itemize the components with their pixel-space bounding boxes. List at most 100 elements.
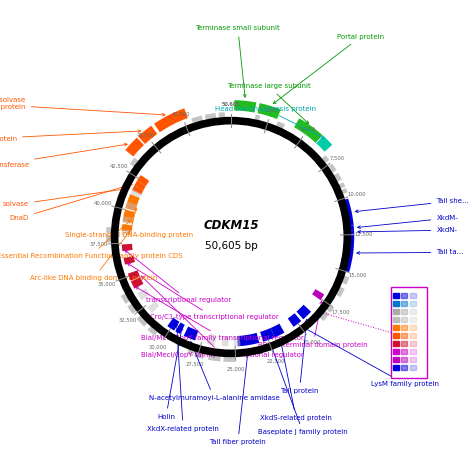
Text: 2,500: 2,500 (264, 108, 279, 113)
Text: Tail ta…: Tail ta… (357, 249, 464, 255)
Wedge shape (130, 189, 142, 198)
Text: Terminase large subunit: Terminase large subunit (227, 83, 310, 124)
Text: BlaI/MecI/CopY family transcriptional regulator: BlaI/MecI/CopY family transcriptional re… (141, 276, 304, 358)
Wedge shape (127, 301, 141, 314)
Wedge shape (329, 173, 342, 184)
Wedge shape (135, 181, 146, 190)
Bar (393, 292, 399, 298)
Wedge shape (294, 118, 323, 143)
Bar (393, 349, 399, 354)
Text: 37,500: 37,500 (90, 242, 108, 247)
Text: 45,000: 45,000 (137, 133, 155, 138)
Wedge shape (274, 121, 285, 134)
Bar (410, 333, 416, 338)
Bar (410, 357, 416, 362)
Wedge shape (137, 288, 150, 300)
Text: transcriptional regulator: transcriptional regulator (125, 250, 231, 303)
Wedge shape (121, 229, 132, 235)
Text: 15,000: 15,000 (349, 273, 367, 278)
Text: 12,500: 12,500 (355, 232, 373, 237)
Text: XkdN-: XkdN- (358, 227, 457, 233)
Text: XkdS-related protein: XkdS-related protein (260, 339, 332, 421)
Wedge shape (338, 199, 354, 227)
Wedge shape (106, 235, 117, 243)
Wedge shape (131, 277, 144, 289)
Wedge shape (223, 351, 236, 362)
Bar (401, 333, 407, 338)
Text: 42,500: 42,500 (109, 164, 128, 169)
Wedge shape (316, 136, 332, 152)
Wedge shape (138, 126, 157, 144)
Wedge shape (184, 327, 199, 340)
Text: Baseplate J family protein: Baseplate J family protein (258, 343, 348, 435)
Text: Essential Recombination Function family protein CDS: Essential Recombination Function family … (0, 220, 183, 259)
Wedge shape (205, 113, 217, 125)
Wedge shape (122, 244, 133, 251)
Text: 20,000: 20,000 (303, 339, 321, 345)
Wedge shape (175, 322, 185, 334)
Text: methyltransferase: methyltransferase (0, 143, 127, 168)
Bar (401, 349, 407, 354)
Text: XkdM-: XkdM- (357, 215, 458, 228)
Bar (401, 317, 407, 322)
Bar (401, 309, 407, 314)
Bar (401, 325, 407, 330)
Text: Tail she…: Tail she… (356, 198, 469, 213)
FancyBboxPatch shape (391, 287, 427, 378)
Bar (393, 325, 399, 330)
Wedge shape (132, 185, 144, 195)
Text: Head morphogenesis protein: Head morphogenesis protein (215, 106, 324, 138)
Wedge shape (288, 313, 301, 327)
Wedge shape (219, 112, 225, 123)
Text: 17,500: 17,500 (331, 310, 349, 315)
Wedge shape (125, 201, 137, 211)
Bar (401, 341, 407, 346)
Bar (401, 292, 407, 298)
Wedge shape (191, 116, 204, 128)
Text: DnaD: DnaD (10, 183, 132, 221)
Text: XkdX-related protein: XkdX-related protein (147, 324, 219, 432)
Wedge shape (254, 115, 260, 126)
Bar (401, 365, 407, 370)
Bar (410, 341, 416, 346)
Wedge shape (312, 289, 324, 300)
Text: Tail protein: Tail protein (280, 319, 319, 394)
Text: Arc-like DNA binding domain protein: Arc-like DNA binding domain protein (30, 231, 157, 281)
Wedge shape (122, 224, 132, 231)
Text: Single-stranded DNA-binding protein: Single-stranded DNA-binding protein (65, 208, 193, 238)
Text: 47,500: 47,500 (172, 111, 191, 117)
Bar (410, 349, 416, 354)
Text: LysM family protein: LysM family protein (301, 326, 439, 387)
Wedge shape (106, 227, 117, 234)
Text: 50,605: 50,605 (222, 102, 240, 107)
Text: solvase: solvase (3, 187, 129, 208)
Wedge shape (154, 109, 188, 132)
Wedge shape (221, 336, 228, 346)
Wedge shape (237, 333, 259, 346)
Wedge shape (147, 322, 161, 336)
Wedge shape (124, 256, 135, 264)
Text: CDKM15: CDKM15 (203, 219, 259, 231)
Bar (401, 357, 407, 362)
Wedge shape (337, 274, 349, 284)
Bar (401, 301, 407, 306)
Wedge shape (130, 158, 143, 170)
Bar (393, 357, 399, 362)
Text: 27,500: 27,500 (186, 362, 204, 367)
Text: N-acetylmuramoyl-L-alanine amidase: N-acetylmuramoyl-L-alanine amidase (148, 342, 279, 401)
Bar (410, 309, 416, 314)
Wedge shape (147, 301, 159, 313)
Wedge shape (207, 334, 216, 345)
Wedge shape (322, 302, 334, 313)
Text: Holliday junction resolvase
PUA domain protein: Holliday junction resolvase PUA domain p… (0, 97, 165, 116)
Wedge shape (334, 182, 345, 191)
Text: 50,605 bp: 50,605 bp (205, 241, 257, 251)
Wedge shape (297, 305, 311, 319)
Bar (410, 301, 416, 306)
Wedge shape (234, 100, 256, 112)
Text: 40,000: 40,000 (93, 201, 112, 206)
Text: 32,500: 32,500 (118, 318, 137, 323)
Text: Portal protein: Portal protein (273, 34, 384, 104)
Text: Terminase small subunit: Terminase small subunit (195, 25, 280, 97)
Text: 30,000: 30,000 (149, 345, 167, 350)
